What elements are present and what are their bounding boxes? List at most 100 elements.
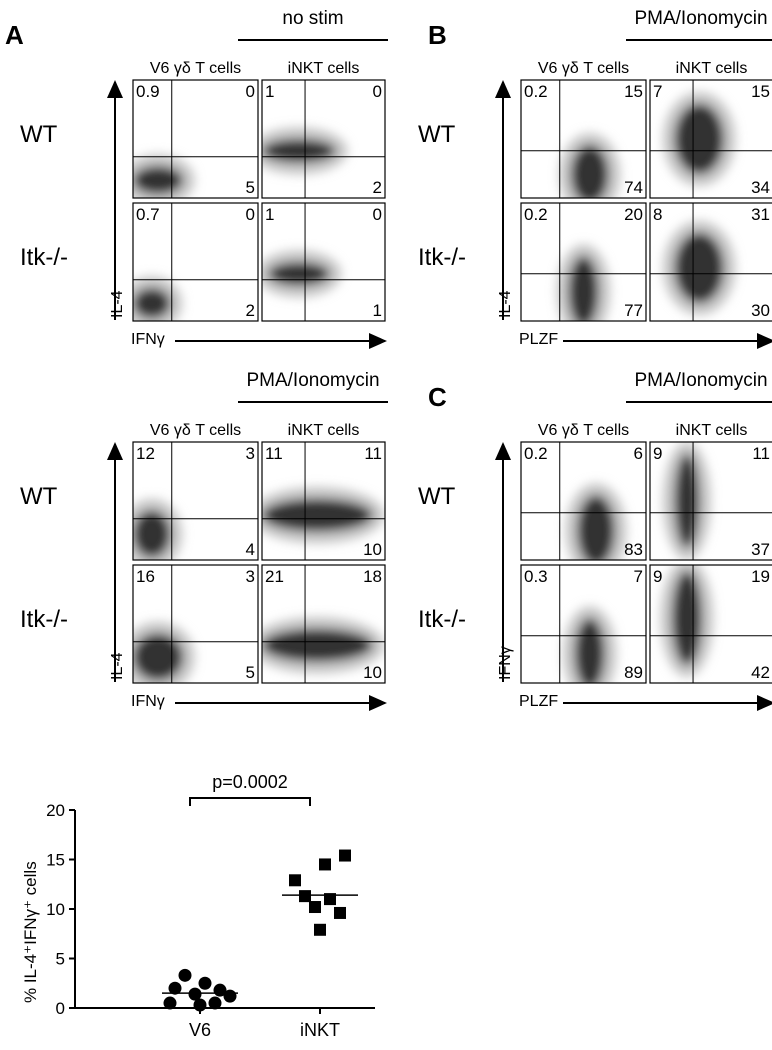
density-core [674,103,724,175]
density-core [268,262,330,286]
plot-frame [649,202,772,322]
column-header: V6 γδ T cells [150,422,241,439]
quadrant-value: 0.9 [136,82,160,101]
quadrant-value: 9 [653,444,662,463]
density [262,616,385,674]
data-point [188,987,202,1001]
flow-plot: 1 0 2 [261,79,386,199]
density-core [133,287,171,319]
density [662,91,736,187]
data-point [163,996,177,1010]
data-point [334,906,346,919]
row-label: WT [20,121,58,148]
flow-plot: 7 15 34 [649,79,772,199]
panel-title: PMA/Ionomycin [634,370,767,391]
flow-plot: 0.7 0 2 [132,202,259,322]
data-point [314,923,326,936]
plot-frame [520,564,647,684]
density [565,483,627,560]
significance-bracket [189,797,311,806]
quadrant-value: 20 [624,205,643,224]
density-core [674,232,724,304]
y-tick-label: 0 [56,999,65,1018]
quadrant-value: 4 [246,540,255,559]
quadrant-value: 83 [624,540,643,559]
column-header: iNKT cells [288,422,360,439]
quadrant-value: 37 [751,540,770,559]
quadrant-value: 1 [265,205,274,224]
data-point [339,849,351,862]
panel-title: PMA/Ionomycin [246,370,379,391]
row-label: Itk-/- [20,244,68,271]
quadrant-value: 0.3 [524,567,548,586]
plot-frame [132,202,259,322]
density [559,132,621,198]
data-point [324,893,336,906]
flow-plot: 0.2 20 77 [520,202,647,322]
density-core [262,628,373,662]
density [562,606,617,683]
data-point [319,858,331,871]
data-point [299,890,311,903]
p-value: p=0.0002 [212,772,288,792]
y-tick-label: 20 [46,801,65,820]
density-core [577,495,615,560]
quadrant-value: 0 [246,205,255,224]
plot-frame [649,79,772,199]
density-core [672,570,702,666]
y-axis-label: IL-4 [109,652,126,680]
quadrant-value: 0.2 [524,82,548,101]
quadrant-value: 16 [136,567,155,586]
x-tick-label: V6 [189,1020,211,1040]
quadrant-value: 11 [265,444,283,463]
plot-frame [261,202,386,322]
quadrant-value: 15 [751,82,770,101]
data-point [193,998,207,1012]
row-label: WT [418,483,456,510]
plot-frame [132,564,259,684]
plot-frame [132,79,259,199]
quadrant-value: 1 [265,82,274,101]
quadrant-value: 9 [653,567,662,586]
data-point [168,981,182,995]
data-point [198,976,212,990]
x-tick-label: iNKT [300,1020,340,1040]
quadrant-value: 2 [373,178,382,197]
y-tick-label: 15 [46,851,65,870]
panel-letter: B [428,20,447,50]
density-core [674,453,700,549]
density [662,220,736,316]
quadrant-value: 1 [373,301,382,320]
quadrant-value: 0.2 [524,444,548,463]
quadrant-value: 42 [751,663,770,682]
quadrant-value: 11 [752,444,770,463]
density-core [133,633,183,681]
data-point [178,968,192,982]
density-core [262,139,336,163]
quadrant-value: 19 [751,567,770,586]
plot-frame [132,441,259,561]
density-core [571,144,609,198]
y-axis-label: IL-4 [109,290,126,318]
data-point [213,983,227,997]
row-label: Itk-/- [418,606,466,633]
quadrant-value: 12 [136,444,155,463]
plot-frame [649,564,772,684]
density [662,442,712,560]
density [133,498,183,560]
y-tick-label: 10 [46,900,65,919]
quadrant-value: 7 [634,567,643,586]
flow-plot: 0.2 6 83 [520,441,647,561]
quadrant-value: 15 [624,82,643,101]
row-label: WT [20,483,58,510]
quadrant-value: 89 [624,663,643,682]
plot-frame [261,441,386,561]
flow-plot: 9 19 42 [649,564,772,684]
y-axis-label: IL-4 [497,290,514,318]
quadrant-value: 30 [751,301,770,320]
quadrant-value: 10 [363,540,382,559]
density-core [568,256,599,321]
y-tick-label: 5 [56,950,65,969]
panel-title: no stim [282,8,343,29]
flow-plot: 0.9 0 5 [132,79,259,199]
